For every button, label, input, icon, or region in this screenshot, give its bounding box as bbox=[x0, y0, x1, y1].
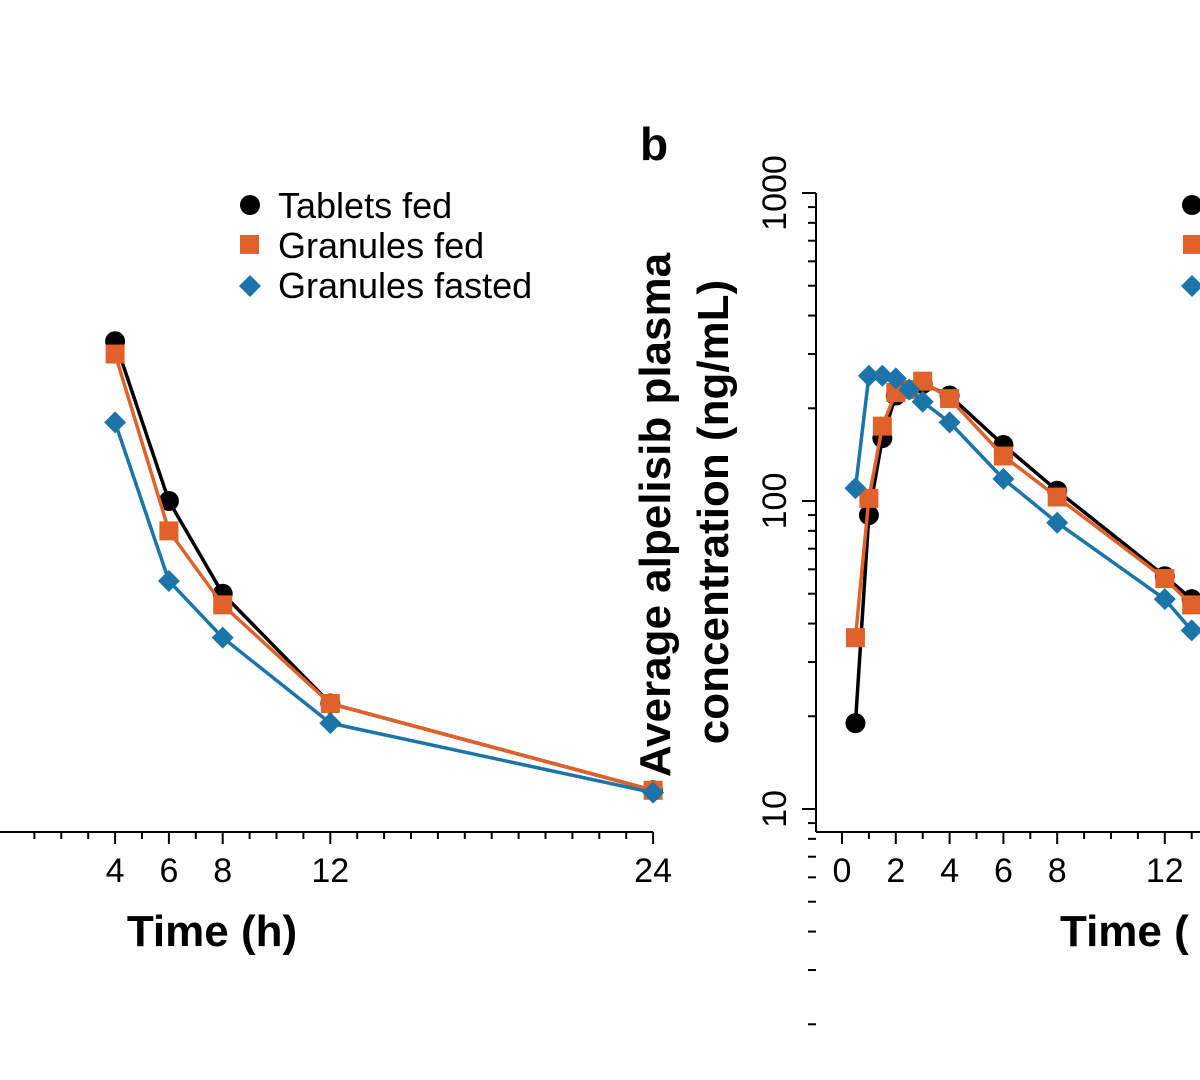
panel-b-x-tick-label: 4 bbox=[940, 852, 959, 890]
panel-b-legend-marker-tablets-fed bbox=[1182, 195, 1200, 215]
legend-marker-tablets-fed bbox=[240, 195, 260, 215]
legend: Tablets fed Granules fed Granules fasted bbox=[239, 185, 532, 306]
data-point-granules-fed-6 bbox=[159, 521, 179, 541]
panel-b-y-tick-label: 100 bbox=[756, 473, 794, 530]
series-granules-fasted bbox=[844, 364, 1200, 642]
data-point-tablets-fed-0.5 bbox=[845, 713, 866, 734]
data-point-granules-fasted-2.5 bbox=[898, 378, 921, 401]
panel-b-legend-marker-granules-fasted bbox=[1181, 275, 1200, 297]
data-point-granules-fasted-6 bbox=[992, 467, 1015, 490]
panel-a-x-axis: 4 6 8 12 24 bbox=[0, 831, 672, 890]
data-point-granules-fasted-2 bbox=[884, 367, 907, 390]
data-point-granules-fasted-13 bbox=[1180, 619, 1200, 642]
series-line-granules-fed bbox=[853, 379, 1193, 638]
series-line-granules-fed bbox=[113, 353, 654, 792]
panel-b-x-tick-label: 12 bbox=[1146, 852, 1184, 890]
data-point-granules-fed-12 bbox=[320, 694, 340, 714]
data-point-granules-fed-1 bbox=[859, 488, 879, 508]
data-point-granules-fasted-1 bbox=[857, 364, 880, 387]
series-granules-fasted bbox=[104, 411, 665, 804]
panel-a-x-tick-label: 8 bbox=[213, 852, 232, 890]
panel-a-x-axis-title: Time (h) bbox=[127, 907, 297, 956]
series-tablets-fed bbox=[845, 373, 1200, 734]
legend-marker-granules-fed bbox=[240, 235, 259, 254]
data-point-granules-fasted-3 bbox=[911, 390, 934, 413]
panel-b-y-tick-label: 10 bbox=[756, 790, 794, 828]
panel-b-y-axis-title-line2: concentration (ng/mL) bbox=[689, 280, 738, 744]
data-point-granules-fed-12 bbox=[1155, 569, 1175, 589]
legend-label-granules-fed: Granules fed bbox=[278, 225, 484, 266]
data-point-granules-fasted-8 bbox=[211, 626, 234, 649]
data-point-granules-fed-1.5 bbox=[872, 416, 892, 436]
panel-b-y-axis: 10 100 1000 bbox=[756, 155, 817, 1026]
panel-b-label: b bbox=[640, 118, 668, 170]
panel-b-x-tick-label: 8 bbox=[1048, 852, 1067, 890]
data-point-granules-fed-13 bbox=[1182, 595, 1200, 615]
panel-a-x-tick-label: 4 bbox=[106, 852, 125, 890]
panel-b-x-tick-label: 2 bbox=[886, 852, 905, 890]
data-point-granules-fasted-12 bbox=[319, 712, 342, 735]
panel-a: 4 6 8 12 24 Time (h) Tablets fed Granules fe… bbox=[0, 185, 672, 956]
data-point-tablets-fed-6 bbox=[158, 491, 179, 511]
series-line-granules-fasted bbox=[113, 421, 654, 795]
panel-b-legend bbox=[1181, 195, 1200, 297]
series-granules-fed bbox=[845, 371, 1200, 648]
data-point-granules-fed-6 bbox=[993, 446, 1013, 466]
data-point-granules-fed-4 bbox=[940, 389, 960, 409]
legend-label-tablets-fed: Tablets fed bbox=[278, 185, 452, 226]
panel-a-x-tick-label: 12 bbox=[311, 852, 349, 890]
data-point-granules-fed-8 bbox=[1047, 487, 1067, 507]
data-point-granules-fasted-0.5 bbox=[844, 477, 867, 500]
panel-a-x-tick-label: 24 bbox=[634, 852, 672, 890]
data-point-granules-fasted-24 bbox=[642, 781, 665, 804]
data-point-granules-fasted-12 bbox=[1153, 588, 1176, 611]
data-point-granules-fasted-8 bbox=[1046, 511, 1069, 534]
legend-marker-granules-fasted bbox=[239, 275, 261, 297]
panel-b-x-axis-title: Time ( bbox=[1060, 907, 1189, 956]
series-granules-fed bbox=[105, 344, 663, 800]
series-line-granules-fasted bbox=[853, 374, 1194, 632]
data-point-granules-fasted-4 bbox=[104, 411, 127, 434]
series-line-tablets-fed bbox=[853, 382, 1193, 724]
panel-a-x-tick-label: 6 bbox=[159, 852, 178, 890]
data-point-granules-fed-3 bbox=[913, 371, 933, 391]
series-tablets-fed bbox=[105, 331, 664, 801]
panel-b-x-axis: 0 2 4 6 8 12 bbox=[816, 831, 1200, 890]
data-point-granules-fed-8 bbox=[213, 595, 233, 615]
data-point-granules-fasted-4 bbox=[938, 411, 961, 434]
panel-a-series bbox=[104, 331, 665, 804]
panel-b-x-tick-label: 0 bbox=[833, 852, 852, 890]
panel-b-legend-marker-granules-fed bbox=[1183, 235, 1200, 254]
data-point-granules-fed-0.5 bbox=[845, 628, 865, 648]
panel-b-y-tick-label: 1000 bbox=[756, 155, 794, 231]
panel-b-y-axis-title-line1: Average alpelisib plasma bbox=[631, 252, 680, 777]
data-point-granules-fasted-6 bbox=[157, 569, 180, 592]
data-point-granules-fed-4 bbox=[105, 344, 125, 364]
legend-label-granules-fasted: Granules fasted bbox=[278, 265, 532, 306]
panel-b-series bbox=[844, 364, 1200, 734]
panel-b-x-tick-label: 6 bbox=[994, 852, 1013, 890]
